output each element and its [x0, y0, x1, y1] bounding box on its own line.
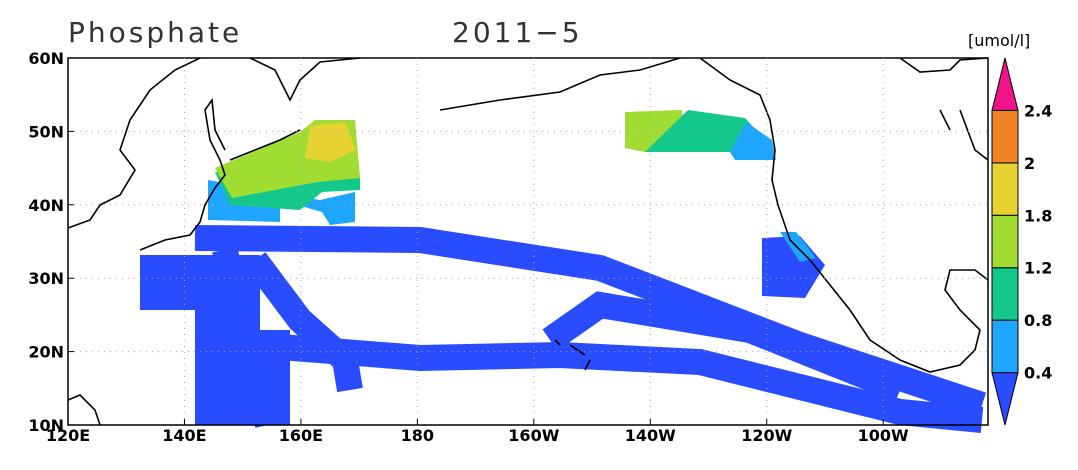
- y-tick-label: 30N: [28, 269, 64, 288]
- colorbar-tick-label: 1.8: [1024, 206, 1052, 225]
- coastlines: [67, 57, 989, 426]
- colorbar-tick-label: 1.2: [1024, 259, 1052, 278]
- y-tick-label: 20N: [28, 343, 64, 362]
- field-area: [730, 122, 776, 160]
- colorbar-segment: [991, 372, 1019, 426]
- colorbar-segment: [991, 162, 1019, 216]
- x-tick-label: 120W: [741, 426, 792, 445]
- x-tick-label: 160W: [508, 426, 559, 445]
- colorbar-label: [umol/l]: [968, 31, 1030, 50]
- coastline: [229, 129, 301, 161]
- x-tick-label: 140E: [162, 426, 206, 445]
- x-tick-label: 120E: [46, 426, 90, 445]
- y-tick-label: 40N: [28, 196, 64, 215]
- field-band: [244, 252, 363, 393]
- colorbar-segment: [991, 214, 1019, 269]
- colorbar-segment: [991, 109, 1019, 164]
- coastline: [67, 339, 591, 426]
- colorbar-tick-label: 0.8: [1024, 311, 1052, 330]
- coastline: [67, 57, 201, 229]
- map-frame: [67, 57, 989, 426]
- field-area: [305, 122, 356, 162]
- colorbar-tick-label: 0.4: [1024, 364, 1052, 383]
- colorbar-segment: [991, 57, 1019, 111]
- y-tick-label: 50N: [28, 122, 64, 141]
- field-band: [542, 291, 905, 403]
- coastline: [899, 57, 989, 161]
- coastline: [699, 57, 989, 373]
- x-tick-label: 100W: [858, 426, 909, 445]
- y-tick-label: 60N: [28, 49, 64, 68]
- subtitle: 2011−5: [452, 16, 583, 49]
- title: Phosphate: [68, 16, 242, 49]
- field-area: [140, 255, 290, 425]
- field: [140, 110, 987, 433]
- colorbar-tick-label: 2: [1024, 154, 1035, 173]
- coastline: [139, 97, 226, 251]
- field-band: [253, 332, 984, 433]
- coastline: [249, 57, 681, 111]
- x-tick-label: 180: [401, 426, 434, 445]
- colorbar-segment: [991, 267, 1019, 321]
- colorbar-segment: [991, 319, 1019, 374]
- x-tick-label: 160E: [279, 426, 323, 445]
- colorbar-tick-label: 2.4: [1024, 101, 1052, 120]
- x-tick-label: 140W: [625, 426, 676, 445]
- y-tick-label: 10N: [28, 416, 64, 435]
